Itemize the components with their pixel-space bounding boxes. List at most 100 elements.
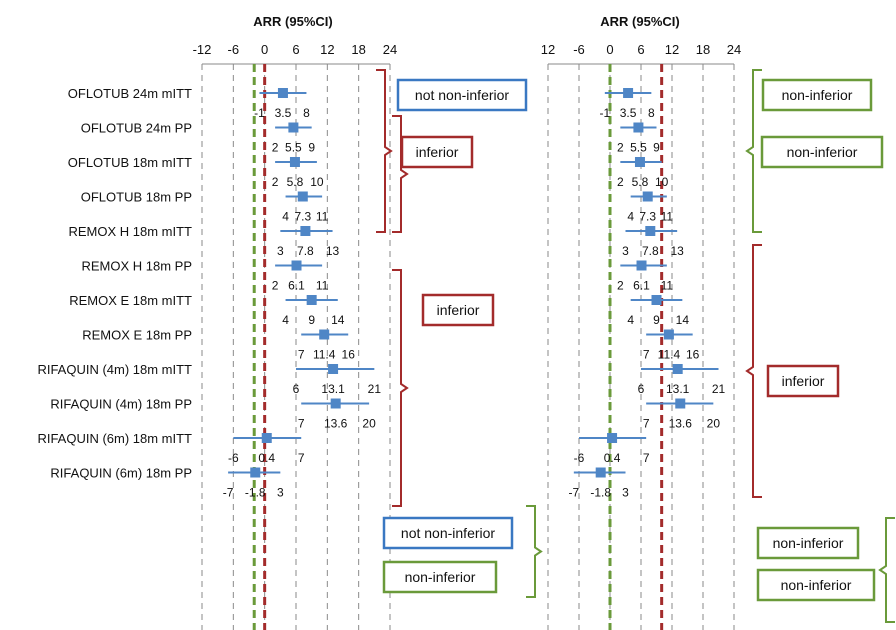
verdict-bracket bbox=[745, 69, 762, 233]
verdict-box bbox=[766, 364, 840, 398]
point-estimate bbox=[288, 122, 299, 133]
ci-lower-label: -6 bbox=[574, 451, 585, 465]
row-label: REMOX E 18m mITT bbox=[69, 293, 192, 308]
verdict-bracket bbox=[376, 69, 393, 233]
ci-lower-label: 7 bbox=[298, 417, 305, 431]
x-tick-label: 12 bbox=[665, 42, 679, 57]
verdict-box bbox=[756, 568, 876, 602]
ci-lower-label: 6 bbox=[638, 382, 645, 396]
ci-lower-label: 2 bbox=[272, 141, 279, 155]
ci-upper-label: 13 bbox=[670, 244, 684, 258]
ci-lower-label: -6 bbox=[228, 451, 239, 465]
ci-upper-label: 16 bbox=[342, 348, 356, 362]
ci-upper-label: 11 bbox=[316, 210, 329, 224]
point-estimate bbox=[645, 226, 656, 236]
estimate-label: 6.1 bbox=[633, 279, 650, 293]
ci-lower-label: 2 bbox=[272, 175, 279, 189]
ci-upper-label: 11 bbox=[661, 279, 674, 293]
ci-lower-label: 4 bbox=[282, 313, 289, 327]
verdict-bracket bbox=[745, 244, 762, 498]
ci-lower-label: 3 bbox=[277, 244, 284, 258]
point-estimate bbox=[634, 157, 645, 167]
ci-upper-label: 16 bbox=[686, 348, 700, 362]
point-estimate bbox=[261, 433, 272, 443]
x-tick-label: -12 bbox=[193, 42, 212, 57]
verdict-label: non-inferior bbox=[782, 87, 853, 103]
ci-upper-label: 7 bbox=[298, 451, 305, 465]
estimate-label: 9 bbox=[308, 313, 315, 327]
ci-upper-label: 13 bbox=[326, 244, 340, 258]
ci-lower-label: 2 bbox=[617, 175, 624, 189]
ci-upper-label: 11 bbox=[316, 279, 329, 293]
ci-lower-label: 2 bbox=[617, 141, 624, 155]
estimate-label: 9 bbox=[653, 313, 660, 327]
estimate-label: 6.1 bbox=[288, 279, 305, 293]
x-tick-label: 24 bbox=[383, 42, 397, 57]
verdict-label: inferior bbox=[437, 302, 480, 318]
estimate-label: 5.5 bbox=[630, 141, 647, 155]
estimate-label: 3.5 bbox=[275, 106, 292, 120]
point-estimate bbox=[319, 329, 330, 340]
point-estimate bbox=[289, 157, 300, 167]
point-estimate bbox=[607, 433, 618, 443]
ci-lower-label: 4 bbox=[627, 210, 634, 224]
ci-lower-label: -1 bbox=[599, 106, 610, 120]
verdict-label: not non-inferior bbox=[415, 87, 510, 103]
x-tick-label: 12 bbox=[320, 42, 334, 57]
row-label: RIFAQUIN (4m) 18m PP bbox=[50, 397, 192, 412]
estimate-label: 7.8 bbox=[642, 244, 659, 258]
x-tick-label: -6 bbox=[228, 42, 240, 57]
ci-upper-label: 9 bbox=[308, 141, 315, 155]
ci-upper-label: 7 bbox=[643, 451, 650, 465]
ci-lower-label: 4 bbox=[627, 313, 634, 327]
point-estimate bbox=[328, 364, 339, 374]
point-estimate bbox=[300, 226, 311, 236]
verdict-label: inferior bbox=[416, 144, 459, 160]
ci-lower-label: 2 bbox=[617, 279, 624, 293]
estimate-label: 0.4 bbox=[258, 451, 275, 465]
row-label: OFLOTUB 24m mITT bbox=[68, 86, 192, 101]
verdict-label: inferior bbox=[782, 373, 825, 389]
verdict-label: non-inferior bbox=[405, 569, 476, 585]
row-label: RIFAQUIN (4m) 18m mITT bbox=[37, 362, 192, 377]
row-label: REMOX E 18m PP bbox=[82, 328, 192, 343]
verdict-bracket bbox=[526, 505, 543, 598]
point-estimate bbox=[595, 467, 606, 478]
axis-title: ARR (95%CI) bbox=[253, 14, 332, 29]
verdict-label: non-inferior bbox=[781, 577, 852, 593]
row-label: OFLOTUB 24m PP bbox=[81, 121, 192, 136]
ci-lower-label: 7 bbox=[643, 348, 650, 362]
ci-upper-label: 8 bbox=[648, 106, 655, 120]
x-tick-label: 6 bbox=[637, 42, 644, 57]
estimate-label: 13.1 bbox=[666, 382, 690, 396]
ci-lower-label: 4 bbox=[282, 210, 289, 224]
point-estimate bbox=[663, 329, 674, 340]
x-tick-label: 18 bbox=[696, 42, 710, 57]
estimate-label: 7.3 bbox=[294, 210, 311, 224]
estimate-label: 11.4 bbox=[658, 348, 681, 362]
verdict-bracket bbox=[878, 517, 895, 623]
point-estimate bbox=[277, 88, 288, 98]
verdict-box bbox=[756, 526, 860, 560]
point-estimate bbox=[633, 122, 644, 133]
row-label: REMOX H 18m mITT bbox=[68, 224, 192, 239]
ci-upper-label: 21 bbox=[368, 382, 382, 396]
row-label: REMOX H 18m PP bbox=[81, 259, 192, 274]
estimate-label: 5.5 bbox=[285, 141, 302, 155]
estimate-label: 5.8 bbox=[632, 175, 649, 189]
point-estimate bbox=[330, 398, 341, 409]
verdict-box bbox=[400, 135, 474, 169]
verdict-bracket bbox=[392, 269, 409, 507]
ci-upper-label: 8 bbox=[303, 106, 310, 120]
ci-lower-label: 3 bbox=[622, 244, 629, 258]
ci-upper-label: 3 bbox=[622, 486, 629, 500]
x-tick-label: 0 bbox=[261, 42, 268, 57]
ci-lower-label: -7 bbox=[568, 486, 579, 500]
verdict-label: not non-inferior bbox=[401, 525, 496, 541]
estimate-label: 13.6 bbox=[669, 417, 693, 431]
verdict-box bbox=[382, 560, 498, 594]
point-estimate bbox=[306, 295, 317, 305]
ci-upper-label: 10 bbox=[310, 175, 324, 189]
estimate-label: 13.1 bbox=[321, 382, 345, 396]
